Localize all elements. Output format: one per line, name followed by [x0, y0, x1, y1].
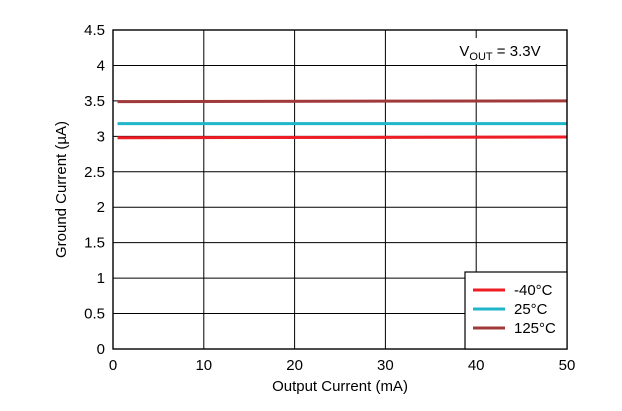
- x-axis-ticks: 0 10 20 30 40 50: [109, 357, 576, 374]
- annotation-subscript: OUT: [469, 51, 493, 63]
- x-tick-label-1: 10: [195, 357, 212, 374]
- annotation-prefix: V: [459, 43, 469, 60]
- x-tick-label-5: 50: [559, 357, 576, 374]
- y-tick-label-4: 2: [97, 199, 105, 216]
- y-axis-title: Ground Current (µA): [53, 121, 70, 258]
- y-tick-label-2: 1: [97, 270, 105, 287]
- y-axis-ticks: 0 0.5 1 1.5 2 2.5 3 3.5 4 4.5: [84, 22, 105, 358]
- y-tick-label-5: 2.5: [84, 164, 105, 181]
- y-tick-label-0: 0: [97, 341, 105, 358]
- annotation-background: [450, 38, 553, 64]
- y-tick-label-7: 3.5: [84, 93, 105, 110]
- legend-label-0: -40°C: [514, 282, 553, 299]
- y-tick-label-3: 1.5: [84, 235, 105, 252]
- x-axis-title: Output Current (mA): [272, 378, 408, 395]
- y-tick-label-9: 4.5: [84, 22, 105, 39]
- legend-label-2: 125°C: [514, 320, 556, 337]
- series-lines: [117, 99, 568, 140]
- plot-frame: [112, 29, 568, 350]
- y-tick-label-8: 4: [97, 57, 105, 74]
- legend-items: -40°C 25°C 125°C: [473, 282, 556, 337]
- legend: -40°C 25°C 125°C: [464, 271, 568, 350]
- vout-annotation: VOUT = 3.3V: [450, 38, 553, 64]
- x-tick-label-3: 30: [377, 357, 394, 374]
- series-line-2: [117, 99, 568, 104]
- series-line-0: [117, 135, 568, 140]
- annotation-suffix: = 3.3V: [493, 43, 541, 60]
- y-tick-label-1: 0.5: [84, 306, 105, 323]
- x-tick-label-0: 0: [109, 357, 117, 374]
- y-tick-label-6: 3: [97, 128, 105, 145]
- legend-label-1: 25°C: [514, 301, 548, 318]
- x-tick-label-2: 20: [286, 357, 303, 374]
- x-tick-label-4: 40: [468, 357, 485, 374]
- vout-annotation-text: VOUT = 3.3V: [459, 43, 540, 63]
